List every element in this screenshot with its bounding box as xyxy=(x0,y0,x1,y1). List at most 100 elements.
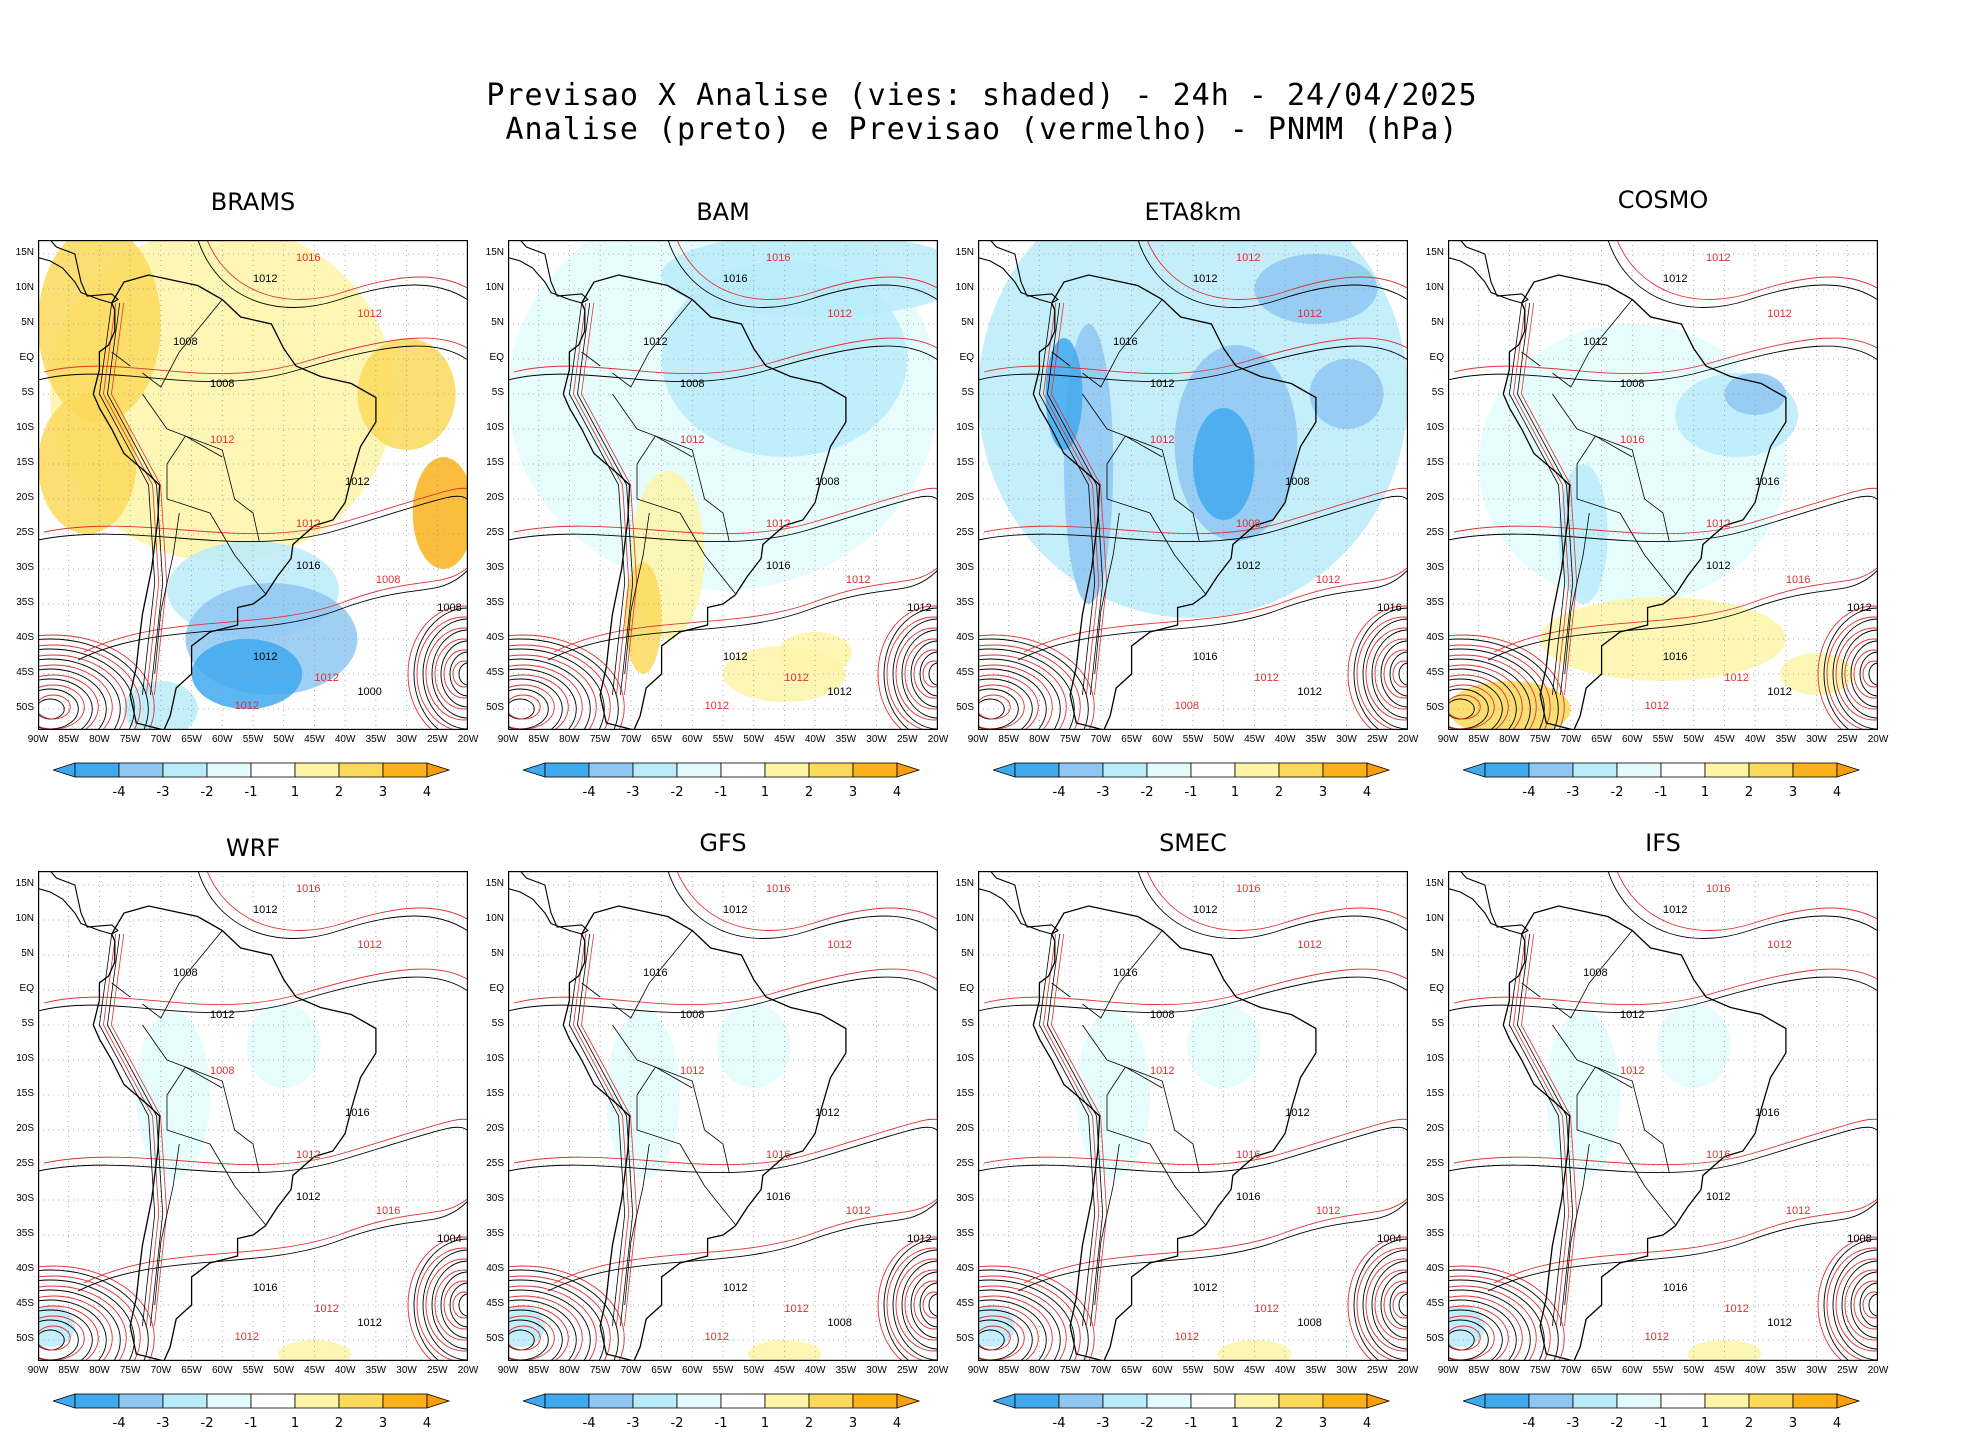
contour-label-analysis: 1012 xyxy=(345,476,369,488)
colorbar-label: -2 xyxy=(1611,1416,1624,1431)
contour-label-analysis: 1012 xyxy=(296,1191,320,1203)
contour-label-forecast: 1012 xyxy=(1706,252,1730,264)
lat-tick-label: 10N xyxy=(955,282,974,293)
lat-tick-label: 30S xyxy=(1426,562,1444,573)
colorbar-label: -3 xyxy=(627,1416,640,1431)
colorbar-label: 2 xyxy=(335,785,343,800)
contour-label-forecast: 1012 xyxy=(846,574,870,586)
colorbar-label: 3 xyxy=(1789,785,1797,800)
lon-tick-label: 75W xyxy=(1059,1365,1081,1376)
contour-label-forecast: 1012 xyxy=(766,518,790,530)
colorbar-label: -4 xyxy=(1523,785,1536,800)
contour-label-analysis: 1008 xyxy=(1297,1317,1321,1329)
contour-label-analysis: 1008 xyxy=(680,378,704,390)
lon-tick-label: 70W xyxy=(1560,734,1582,745)
contour-label-analysis: 1012 xyxy=(253,651,277,663)
contour-label-analysis: 1004 xyxy=(437,1233,461,1245)
lat-tick-label: 40S xyxy=(486,1263,504,1274)
lon-tick-label: 35W xyxy=(365,734,387,745)
contour-label-analysis: 1016 xyxy=(766,1191,790,1203)
lon-tick-label: 50W xyxy=(743,1365,764,1376)
panel-title-bam: BAM xyxy=(696,198,750,226)
lat-tick-label: 50S xyxy=(1426,1333,1444,1344)
lon-tick-label: 35W xyxy=(365,1365,387,1376)
colorbar-label: -3 xyxy=(157,1416,170,1431)
contour-label-analysis: 1008 xyxy=(815,476,839,488)
colorbar-label: 1 xyxy=(291,785,299,800)
lon-tick-label: 75W xyxy=(589,734,611,745)
lat-tick-label: 45S xyxy=(956,1298,974,1309)
lat-tick-label: 30S xyxy=(1426,1193,1444,1204)
lat-tick-label: EQ xyxy=(1429,983,1444,994)
lon-tick-label: 80W xyxy=(559,1365,580,1376)
bias-shading xyxy=(1478,324,1786,604)
contour-label-forecast: 1016 xyxy=(296,883,320,895)
bias-shading xyxy=(277,1340,352,1361)
bias-shading xyxy=(412,457,468,569)
lat-tick-label: 50S xyxy=(16,1333,34,1344)
lat-tick-label: 50S xyxy=(16,702,34,713)
contour-label-forecast: 1012 xyxy=(1620,1065,1644,1077)
contour-label-forecast: 1012 xyxy=(1724,1303,1748,1315)
lon-tick-label: 45W xyxy=(774,1365,795,1376)
lon-tick-label: 85W xyxy=(998,734,1019,745)
contour-label-forecast: 1012 xyxy=(296,1149,320,1161)
lat-tick-label: 25S xyxy=(1426,1158,1444,1169)
lat-tick-label: 20S xyxy=(486,492,504,503)
colorbar-label: -3 xyxy=(1097,785,1110,800)
lon-tick-label: 20W xyxy=(1867,734,1889,745)
lat-tick-label: 40S xyxy=(486,632,504,643)
lat-tick-label: 5N xyxy=(1431,948,1444,959)
contour-label-forecast: 1016 xyxy=(766,252,790,264)
lat-tick-label: 15N xyxy=(15,247,34,258)
contour-label-analysis: 1008 xyxy=(210,378,234,390)
lon-tick-label: 65W xyxy=(651,1365,672,1376)
lat-tick-label: 5N xyxy=(21,317,34,328)
lon-tick-label: 90W xyxy=(497,1365,519,1376)
lat-tick-label: 5S xyxy=(961,1018,974,1029)
lat-tick-label: EQ xyxy=(19,352,34,363)
contour-label-analysis: 1016 xyxy=(1663,651,1687,663)
lon-tick-label: 70W xyxy=(150,734,172,745)
lon-tick-label: 55W xyxy=(1182,734,1204,745)
lat-tick-label: 10N xyxy=(15,282,34,293)
lon-tick-label: 65W xyxy=(1121,734,1142,745)
map-panel-bam: 1016 1012 1008 1008 1016 1012 1012 1012 1016 1012… xyxy=(508,240,938,730)
lat-tick-label: 25S xyxy=(956,527,974,538)
contour-label-forecast: 1012 xyxy=(314,1303,338,1315)
contour-label-forecast: 1016 xyxy=(376,1205,400,1217)
bias-shading xyxy=(747,1340,822,1361)
lat-tick-label: 40S xyxy=(1426,1263,1444,1274)
lon-tick-label: 30W xyxy=(1336,734,1357,745)
lon-tick-label: 75W xyxy=(119,734,141,745)
lat-tick-label: 45S xyxy=(956,667,974,678)
contour-label-analysis: 1016 xyxy=(1236,1191,1260,1203)
contour-label-analysis: 1016 xyxy=(766,560,790,572)
contour-label-analysis: 1012 xyxy=(827,686,851,698)
lon-tick-label: 45W xyxy=(1714,1365,1735,1376)
lon-tick-label: 60W xyxy=(1152,1365,1173,1376)
contour-label-analysis: 1012 xyxy=(210,1009,234,1021)
lat-tick-label: 25S xyxy=(486,527,504,538)
lon-tick-label: 30W xyxy=(1806,734,1827,745)
lon-tick-label: 65W xyxy=(1591,1365,1612,1376)
lat-tick-label: 20S xyxy=(16,1123,34,1134)
contour-label-analysis: 1012 xyxy=(1193,904,1217,916)
lon-tick-label: 35W xyxy=(835,734,857,745)
contour-label-forecast: 1012 xyxy=(1706,518,1730,530)
contour-label-forecast: 1012 xyxy=(1297,308,1321,320)
colorbar-label: -1 xyxy=(245,1416,258,1431)
lon-tick-label: 40W xyxy=(1744,1365,1766,1376)
lon-tick-label: 25W xyxy=(897,734,918,745)
contour-label-forecast: 1016 xyxy=(1236,883,1260,895)
contour-label-analysis: 1008 xyxy=(173,336,197,348)
colorbar-label: -3 xyxy=(1567,785,1580,800)
colorbar-label: -2 xyxy=(201,785,214,800)
lon-tick-label: 80W xyxy=(89,734,110,745)
lat-tick-label: 35S xyxy=(486,1228,504,1239)
contour-label-analysis: 1012 xyxy=(723,904,747,916)
lat-tick-label: 10S xyxy=(956,1053,974,1064)
lon-tick-label: 60W xyxy=(212,734,233,745)
lat-tick-label: 5N xyxy=(961,317,974,328)
colorbar-label: 3 xyxy=(849,785,857,800)
